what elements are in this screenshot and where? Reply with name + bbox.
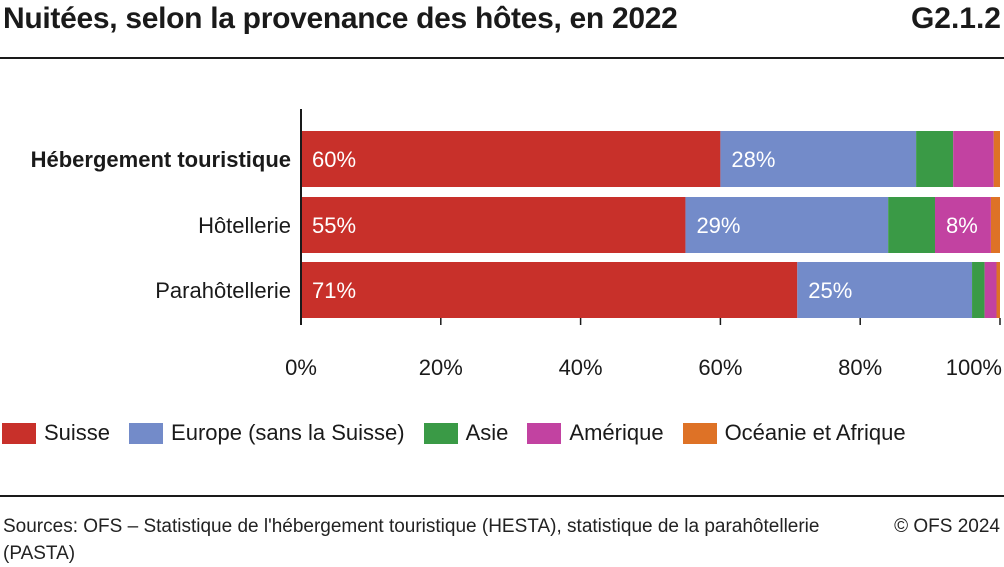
bar-oceanie-et-afrique-hebergement-touristique [993, 131, 1000, 187]
value-labels-layer: 60% 28% 55% 29% 8% 71% 25% [312, 147, 978, 303]
x-tick-label: 100% [946, 355, 1002, 380]
x-tick-label: 60% [698, 355, 742, 380]
bar-amerique-hotellerie [934, 197, 991, 253]
x-tick-label: 20% [419, 355, 463, 380]
data-label-europe-sans-la-suisse-hebergement-touristique: 28% [731, 147, 775, 172]
header-rule [0, 57, 1004, 59]
legend-item-asie: Asie [423, 420, 509, 446]
bar-asie-hotellerie [888, 197, 935, 253]
data-label-europe-sans-la-suisse-hotellerie: 29% [696, 213, 740, 238]
category-label-parahotellerie: Parahôtellerie [155, 278, 291, 303]
bar-oceanie-et-afrique-hotellerie [990, 197, 1000, 253]
legend-label: Asie [465, 420, 509, 445]
legend-label: Suisse [44, 420, 111, 445]
legend-label: Europe (sans la Suisse) [171, 420, 405, 445]
chart-title: Nuitées, selon la provenance des hôtes, … [3, 2, 678, 35]
legend-label: Océanie et Afrique [724, 420, 906, 445]
data-label-suisse-hebergement-touristique: 60% [312, 147, 356, 172]
category-label-hebergement-touristique: Hébergement touristique [31, 147, 291, 172]
footer-rule [0, 495, 1004, 497]
legend-swatch [2, 422, 36, 444]
bar-chart: 60% 28% 55% 29% 8% 71% 25% Hébergement tourist… [31, 109, 1002, 380]
legend-swatch [129, 422, 164, 444]
data-label-suisse-hotellerie: 55% [312, 213, 356, 238]
data-label-amerique-hotellerie: 8% [946, 213, 978, 238]
legend-item-europe-sans-la-suisse: Europe (sans la Suisse) [129, 420, 405, 446]
copyright: © OFS 2024 [894, 516, 1000, 537]
bar-asie-parahotellerie [972, 262, 985, 318]
x-tick-label: 40% [559, 355, 603, 380]
bar-europe-sans-la-suisse-parahotellerie [797, 262, 973, 318]
legend-item-amerique: Amérique [527, 420, 664, 446]
bar-europe-sans-la-suisse-hotellerie [685, 197, 889, 253]
category-labels-layer: Hébergement touristique Hôtellerie Parahôt… [31, 147, 291, 303]
chart-code: G2.1.2 [910, 2, 1001, 35]
legend-item-oceanie-et-afrique: Océanie et Afrique [682, 420, 906, 446]
source-note: Sources: OFS – Statistique de l'hébergem… [3, 516, 820, 564]
bar-amerique-hebergement-touristique [953, 131, 994, 187]
bar-suisse-hotellerie [301, 197, 686, 253]
x-tick-label: 80% [838, 355, 882, 380]
data-label-europe-sans-la-suisse-parahotellerie: 25% [808, 278, 852, 303]
bar-amerique-parahotellerie [984, 262, 997, 318]
legend-swatch [423, 422, 458, 444]
legend: Suisse Europe (sans la Suisse) Asie Amériqu… [2, 418, 925, 448]
legend-item-suisse: Suisse [2, 420, 110, 446]
bar-suisse-parahotellerie [301, 262, 798, 318]
bar-suisse-hebergement-touristique [301, 131, 721, 187]
x-tick-label: 0% [285, 355, 317, 380]
bar-europe-sans-la-suisse-hebergement-touristique [720, 131, 917, 187]
bars-layer [301, 131, 1000, 318]
data-label-suisse-parahotellerie: 71% [312, 278, 356, 303]
x-axis: 0% 20% 40% 60% 80% 100% [285, 109, 1002, 380]
bar-asie-hebergement-touristique [916, 131, 954, 187]
legend-swatch [527, 422, 562, 444]
bar-oceanie-et-afrique-parahotellerie [996, 262, 1000, 318]
category-label-hotellerie: Hôtellerie [198, 213, 291, 238]
legend-swatch [682, 422, 717, 444]
legend-label: Amérique [569, 420, 664, 445]
